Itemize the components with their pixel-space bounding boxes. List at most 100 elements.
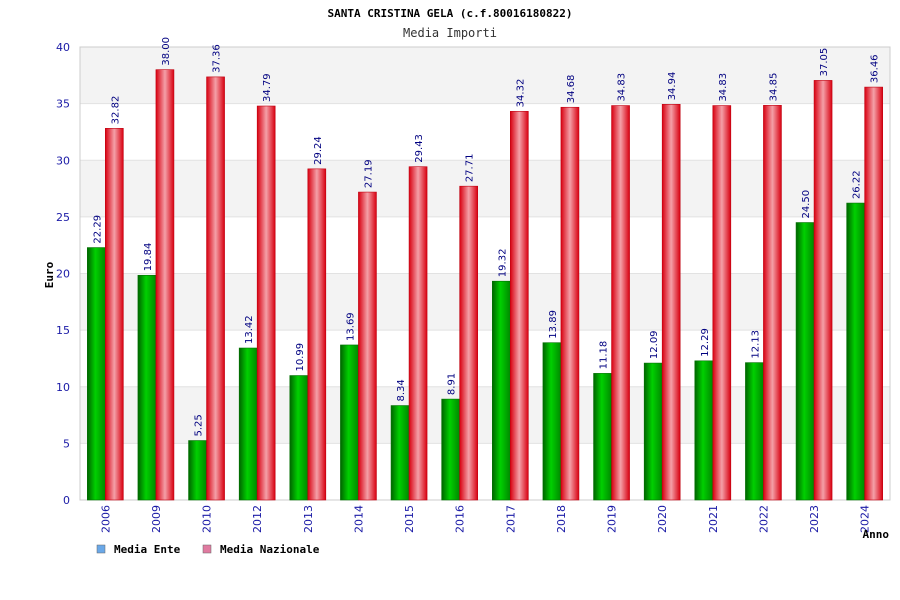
y-tick-label: 20 (56, 268, 70, 281)
x-tick-label: 2006 (99, 505, 112, 533)
legend-swatch-media-nazionale (202, 544, 212, 554)
x-tick-label: 2018 (555, 505, 568, 533)
data-label-media-ente: 13.89 (548, 310, 559, 339)
x-tick-label: 2021 (707, 505, 720, 533)
x-tick-label: 2024 (859, 505, 872, 533)
chart-title: SANTA CRISTINA GELA (c.f.80016180822) (327, 7, 572, 20)
y-tick-label: 15 (56, 324, 70, 337)
legend-label-media-nazionale: Media Nazionale (220, 543, 320, 556)
data-label-media-ente: 26.22 (852, 170, 863, 199)
x-tick-label: 2009 (150, 505, 163, 533)
data-label-media-ente: 8.91 (447, 373, 458, 395)
y-tick-label: 35 (56, 98, 70, 111)
bar-media-nazionale (256, 105, 276, 501)
data-label-media-nazionale: 36.46 (870, 54, 881, 83)
data-label-media-nazionale: 29.43 (414, 134, 425, 163)
data-label-media-ente: 13.69 (345, 312, 356, 341)
bars: 22.29 32.82 19.84 38.00 5.25 37.36 13.42 34.79 1… (87, 37, 883, 501)
bar-media-nazionale (661, 104, 681, 501)
data-label-media-ente: 5.25 (194, 414, 205, 436)
bar-media-ente (137, 275, 157, 501)
bar-media-ente (238, 347, 258, 501)
legend-label-media-ente: Media Ente (114, 543, 181, 556)
y-tick-label: 10 (56, 381, 70, 394)
data-label-media-nazionale: 27.19 (363, 159, 374, 188)
bar-media-ente (340, 344, 359, 501)
y-tick-label: 5 (63, 437, 70, 450)
legend-swatch-media-ente (96, 544, 106, 554)
bar-media-ente (188, 440, 207, 501)
x-tick-label: 2016 (454, 505, 467, 533)
bar-media-ente (542, 342, 562, 501)
x-axis-ticks: 2006 2009 2010 2012 2013 2014 2015 2016 2017 2018… (99, 505, 871, 533)
bar-media-ente (745, 362, 764, 501)
data-label-media-nazionale: 34.85 (768, 73, 779, 102)
y-tick-label: 25 (56, 211, 70, 224)
bar-media-ente (87, 247, 106, 501)
bar-media-ente (643, 362, 663, 501)
data-label-media-ente: 10.99 (295, 343, 306, 372)
x-tick-label: 2015 (403, 505, 416, 533)
data-label-media-ente: 24.50 (801, 190, 812, 219)
bar-media-nazionale (206, 76, 225, 501)
bar-media-nazionale (105, 128, 124, 501)
legend: Media Ente Media Nazionale (96, 543, 320, 556)
bar-media-nazionale (459, 185, 478, 501)
bar-media-nazionale (763, 105, 782, 501)
bar-media-nazionale (864, 86, 883, 501)
data-label-media-ente: 13.42 (244, 315, 255, 344)
data-label-media-nazionale: 27.71 (465, 154, 476, 183)
y-axis-title: Euro (43, 261, 56, 288)
bar-media-nazionale (510, 111, 529, 501)
data-label-media-ente: 12.09 (649, 330, 660, 359)
x-tick-label: 2012 (251, 505, 264, 533)
data-label-media-ente: 22.29 (92, 215, 103, 244)
y-tick-label: 0 (63, 494, 70, 507)
x-tick-label: 2013 (302, 505, 315, 533)
bar-media-nazionale (611, 105, 630, 501)
bar-media-nazionale (155, 69, 175, 501)
bar-media-ente (694, 360, 714, 501)
bar-media-ente (390, 405, 410, 501)
bar-media-ente (492, 280, 511, 501)
plot-border (79, 46, 891, 501)
bar-media-nazionale (358, 191, 377, 501)
data-label-media-nazionale: 34.32 (515, 79, 526, 108)
x-tick-label: 2019 (606, 505, 619, 533)
bar-media-ente (289, 375, 309, 501)
bar-media-ente (795, 222, 815, 501)
bar-media-nazionale (560, 106, 580, 501)
bar-media-nazionale (307, 168, 327, 501)
data-label-media-nazionale: 34.94 (667, 72, 678, 101)
data-label-media-nazionale: 32.82 (110, 96, 121, 125)
data-label-media-nazionale: 29.24 (313, 136, 324, 165)
x-axis-title: Anno (863, 528, 890, 541)
data-label-media-nazionale: 34.79 (262, 73, 273, 102)
x-tick-label: 2017 (504, 505, 517, 533)
bar-media-nazionale (813, 80, 833, 501)
x-tick-label: 2020 (656, 505, 669, 533)
data-label-media-ente: 19.32 (497, 249, 508, 278)
chart-subtitle: Media Importi (403, 26, 497, 40)
data-label-media-ente: 19.84 (143, 243, 154, 272)
data-label-media-nazionale: 34.83 (718, 73, 729, 102)
x-tick-label: 2010 (201, 505, 214, 533)
bar-media-ente (846, 202, 865, 501)
bar-media-nazionale (712, 105, 732, 501)
x-tick-label: 2022 (757, 505, 770, 533)
data-label-media-ente: 8.34 (396, 379, 407, 401)
y-tick-label: 30 (56, 154, 70, 167)
data-label-media-nazionale: 34.68 (566, 75, 577, 104)
data-label-media-nazionale: 37.36 (212, 44, 223, 73)
data-label-media-ente: 12.13 (750, 330, 761, 359)
x-tick-label: 2014 (352, 505, 365, 533)
x-tick-label: 2023 (808, 505, 821, 533)
data-label-media-nazionale: 34.83 (617, 73, 628, 102)
data-label-media-nazionale: 37.05 (819, 48, 830, 77)
y-axis-ticks: 0 5 10 15 20 25 30 35 40 (56, 41, 70, 507)
bar-media-nazionale (408, 166, 428, 501)
bar-media-ente (441, 398, 460, 501)
data-label-media-nazionale: 38.00 (161, 37, 172, 66)
y-tick-label: 40 (56, 41, 70, 54)
